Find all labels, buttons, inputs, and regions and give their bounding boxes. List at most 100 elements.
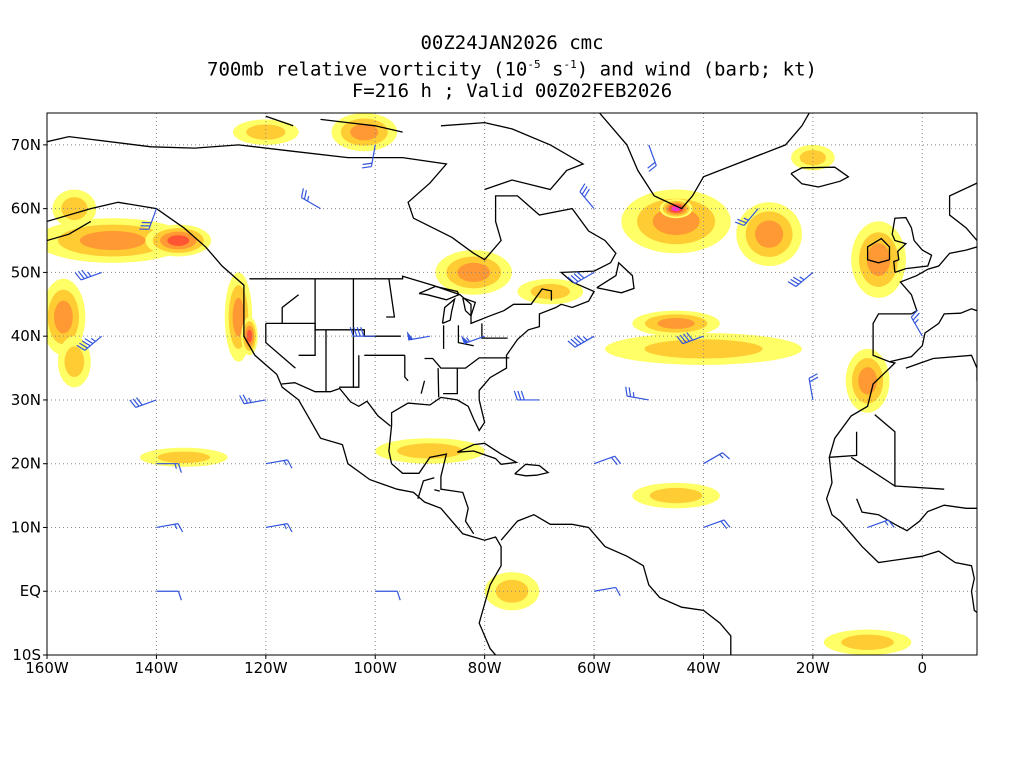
lat-tick-label: 70N [11, 136, 41, 154]
coastlines-and-borders [47, 113, 977, 655]
wind-barbs [74, 144, 923, 601]
lon-tick-label: 160W [25, 659, 69, 677]
coastline-segment [441, 297, 456, 325]
title-exponent-a: -5 [527, 58, 541, 71]
wind-barb [625, 386, 649, 401]
coastline-segment [855, 498, 977, 532]
vorticity-contour-level-2 [644, 339, 763, 359]
vorticity-contour-level-3 [79, 230, 146, 251]
wind-barb [593, 455, 622, 466]
vorticity-region [605, 332, 802, 365]
vorticity-region [232, 119, 299, 145]
wind-barb [513, 390, 540, 401]
coastline-segment [47, 220, 92, 242]
coastline-segment [265, 322, 401, 337]
coastline-segment [417, 477, 435, 499]
vorticity-region [47, 218, 190, 263]
title-run-date: 00Z24JAN2026 cmc [420, 32, 604, 54]
coastline-segment [424, 357, 510, 369]
lon-tick-label: 0 [918, 659, 928, 677]
wind-barb [676, 332, 704, 345]
lon-tick-label: 100W [354, 659, 398, 677]
vorticity-contour-level-3 [232, 297, 245, 337]
title-field-text-c: ) and wind (barb; kt) [576, 58, 817, 81]
wind-barb [787, 271, 814, 288]
wind-barb [156, 590, 182, 601]
vorticity-contour-level-3 [657, 317, 695, 329]
coastline-segment [265, 323, 296, 369]
lon-tick-label: 60W [577, 659, 611, 677]
coastline-segment [850, 414, 896, 488]
vorticity-shading [47, 113, 912, 655]
wind-barb [910, 309, 923, 337]
wind-barb [265, 523, 293, 533]
vorticity-contour-level-3 [54, 300, 73, 334]
vorticity-region [659, 199, 693, 219]
coastline-segment [462, 297, 477, 317]
coastline-segment [825, 246, 977, 614]
lat-tick-label: 10N [11, 518, 41, 536]
coastline-segment [457, 442, 519, 465]
vorticity-contour-level-2 [530, 283, 570, 300]
title-exponent-b: -1 [563, 58, 577, 71]
vorticity-region [140, 447, 228, 467]
coastline-segment [948, 182, 977, 241]
lat-tick-label: 40N [11, 327, 41, 345]
wind-barb [406, 331, 431, 341]
wind-barb [593, 586, 621, 597]
wind-barb [567, 335, 595, 348]
wind-barb [867, 519, 895, 529]
lat-tick-label: 20N [11, 455, 41, 473]
wind-barb [375, 590, 401, 601]
vorticity-contour-level-3 [866, 243, 891, 277]
wind-barb [361, 144, 376, 169]
vorticity-contour-level-2 [157, 451, 211, 464]
vorticity-contour-level-3 [755, 220, 784, 248]
coastline-segment [905, 354, 977, 381]
coastline-segment [298, 278, 316, 356]
vorticity-contour-level-3 [350, 123, 379, 141]
title-field-text-b: s [540, 58, 564, 81]
vorticity-region [517, 278, 584, 305]
coastline-segment [434, 489, 440, 492]
vorticity-region [435, 250, 512, 295]
wind-barb [703, 519, 731, 529]
vorticity-region [632, 482, 720, 509]
wind-barb [139, 208, 157, 230]
coastline-segment [281, 294, 299, 324]
vorticity-contour-level-4 [167, 235, 190, 246]
vorticity-region [145, 224, 212, 257]
coastline-segment [481, 323, 508, 339]
coastline-segment [249, 275, 553, 325]
coastline-segment [889, 308, 977, 363]
coastline-segment [443, 368, 458, 395]
lat-tick-label: 10S [12, 646, 41, 664]
wind-barb [349, 326, 376, 337]
coastline-segment [500, 513, 732, 655]
chart-title: 00Z24JAN2026 cmc 700mb relative vorticit… [0, 32, 1024, 102]
coastline-segment [790, 166, 850, 188]
lon-tick-label: 140W [135, 659, 179, 677]
vorticity-region [823, 629, 912, 655]
wind-barb [156, 523, 184, 533]
wind-barb [76, 335, 103, 351]
lat-tick-label: 60N [11, 200, 41, 218]
coastline-segment [388, 425, 475, 535]
wind-barb [703, 452, 731, 465]
coastline-segment [386, 278, 396, 318]
coastline-segment [514, 463, 550, 477]
lon-tick-label: 20W [796, 659, 830, 677]
wind-barb [567, 271, 595, 284]
lon-tick-label: 120W [244, 659, 288, 677]
vorticity-region [632, 310, 720, 337]
vorticity-region [736, 202, 802, 267]
plot-frame [46, 112, 978, 656]
vorticity-region [845, 348, 890, 413]
title-field-description: 700mb relative vorticity (10-5 s-1) and … [0, 54, 1024, 80]
vorticity-contour-level-2 [61, 197, 88, 221]
wind-barb [300, 188, 321, 210]
coastline-segment [440, 121, 585, 191]
coastline-segment [866, 237, 891, 264]
